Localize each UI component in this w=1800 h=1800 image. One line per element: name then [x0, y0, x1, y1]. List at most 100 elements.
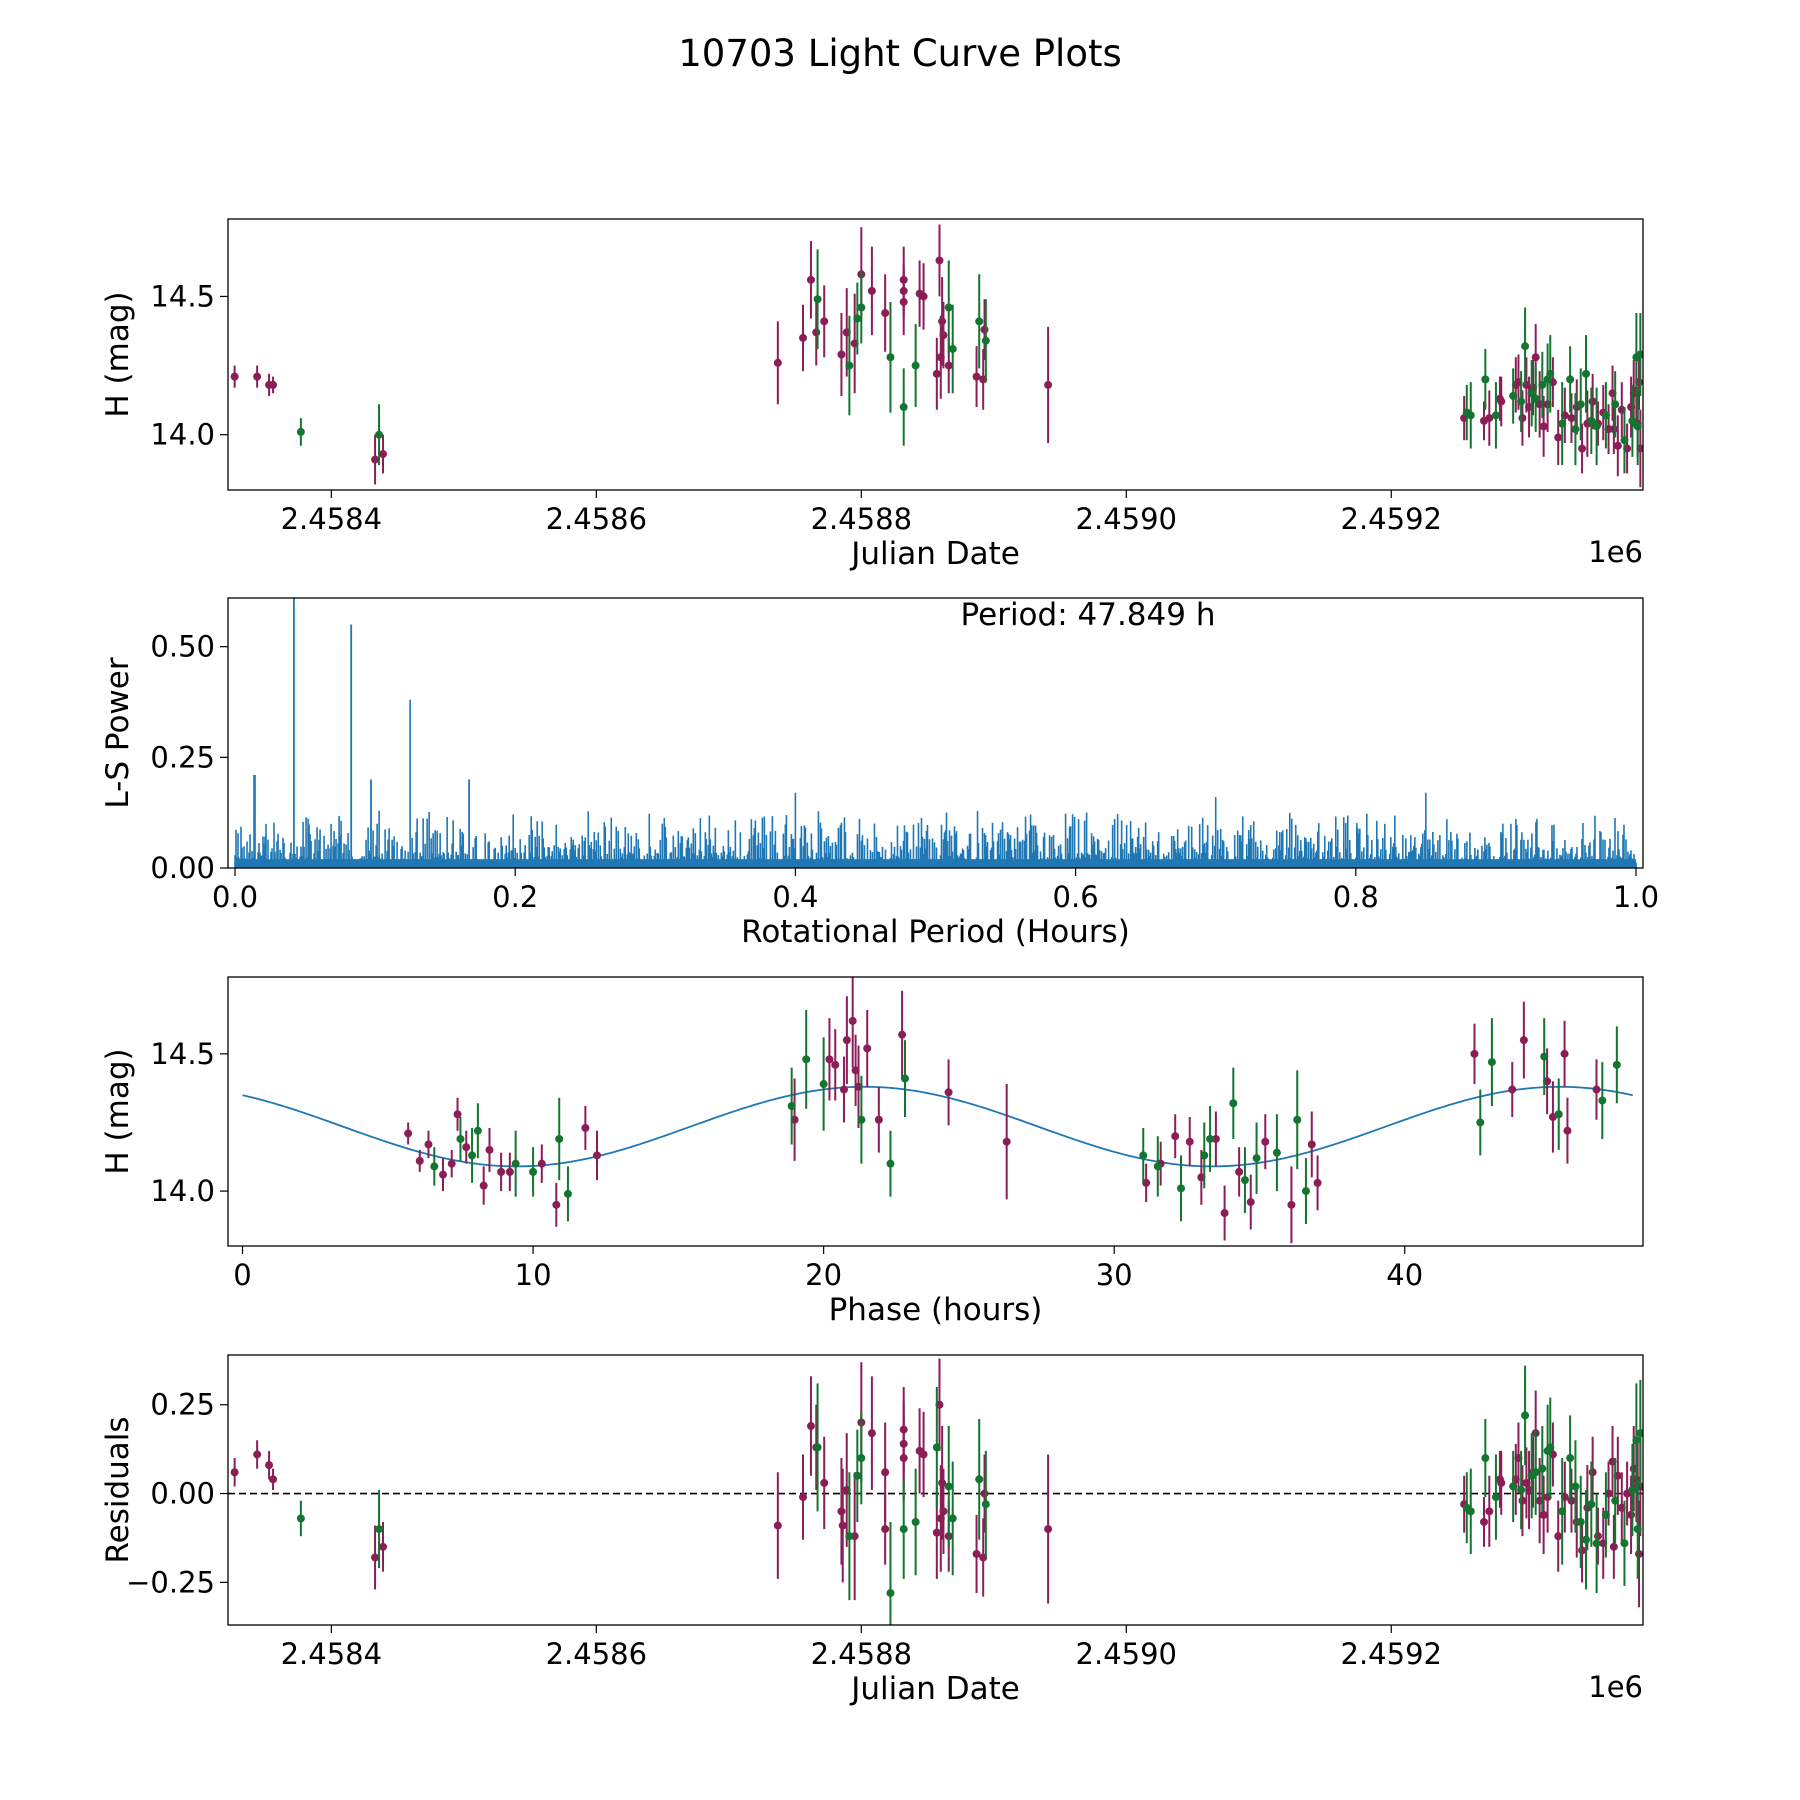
data-point	[1531, 394, 1540, 403]
data-point	[439, 1170, 448, 1179]
data-point	[899, 403, 908, 412]
data-point	[1476, 1118, 1485, 1127]
data-point	[552, 1200, 561, 1209]
data-point	[1301, 1187, 1310, 1196]
data-point	[848, 1016, 857, 1025]
data-point	[773, 358, 782, 367]
data-point	[773, 1521, 782, 1530]
data-point	[1521, 342, 1530, 351]
data-point	[1240, 1176, 1249, 1185]
data-point	[1612, 1060, 1621, 1069]
data-point	[825, 1055, 834, 1064]
data-point	[269, 1475, 278, 1484]
series-filter-green	[296, 1365, 1643, 1625]
data-point	[1598, 1096, 1607, 1105]
data-point	[230, 1468, 239, 1477]
data-point	[1576, 400, 1585, 409]
data-point	[980, 325, 989, 334]
data-point	[1261, 1137, 1270, 1146]
power-spectrum-base	[235, 859, 1636, 868]
data-point	[839, 1085, 848, 1094]
data-point	[1177, 1184, 1186, 1193]
data-point	[1307, 1140, 1316, 1149]
data-point	[1487, 1058, 1496, 1067]
data-point	[230, 372, 239, 381]
data-point	[1252, 1154, 1261, 1163]
data-point	[812, 328, 821, 337]
series-filter-magenta	[404, 977, 1601, 1244]
data-point	[1517, 397, 1526, 406]
data-point	[1566, 375, 1575, 384]
data-point	[1521, 1411, 1530, 1420]
data-point	[802, 1055, 811, 1064]
data-point	[881, 1525, 890, 1534]
data-point	[900, 1074, 909, 1083]
data-point	[837, 1507, 846, 1516]
data-point	[1632, 1436, 1641, 1445]
data-point	[296, 427, 305, 436]
data-point	[1044, 1525, 1053, 1534]
data-point	[980, 1489, 989, 1498]
x-tick-label: 2.4588	[811, 1637, 912, 1671]
data-point	[886, 1589, 895, 1598]
data-point	[456, 1134, 465, 1143]
x-tick-label: 2.4586	[546, 502, 647, 536]
data-point	[1293, 1115, 1302, 1124]
data-point	[899, 1454, 908, 1463]
data-point	[813, 295, 822, 304]
data-point	[265, 1461, 274, 1470]
y-tick-label: 14.0	[150, 418, 215, 452]
data-point	[932, 1528, 941, 1537]
data-points	[230, 1358, 1643, 1625]
data-point	[1509, 1482, 1518, 1491]
x-tick-label: 2.4586	[546, 1637, 647, 1671]
data-point	[1491, 411, 1500, 420]
x-tick-label: 0.2	[492, 880, 538, 914]
y-tick-label: 14.0	[150, 1174, 215, 1208]
data-point	[1531, 353, 1540, 362]
axes-frame	[227, 1354, 1644, 1626]
y-axis-label: H (mag)	[100, 1048, 136, 1174]
x-tick-label: 2.4592	[1341, 502, 1442, 536]
data-point	[845, 1532, 854, 1541]
data-point	[899, 1525, 908, 1534]
data-point	[935, 256, 944, 265]
data-point	[593, 1151, 602, 1160]
data-point	[863, 1044, 872, 1053]
data-point	[453, 1110, 462, 1119]
data-point	[1287, 1200, 1296, 1209]
y-tick-label: 0.00	[150, 1477, 215, 1511]
data-point	[1480, 1517, 1489, 1526]
data-point	[857, 303, 866, 312]
data-point	[1153, 1162, 1162, 1171]
data-point	[1582, 1535, 1591, 1544]
data-point	[1538, 1464, 1547, 1473]
axes-frame	[227, 597, 1644, 869]
data-point	[537, 1159, 546, 1168]
data-point	[1554, 1110, 1563, 1119]
data-point	[881, 1468, 890, 1477]
data-point	[842, 1036, 851, 1045]
data-point	[1563, 1126, 1572, 1135]
data-point	[1620, 436, 1629, 445]
figure-title: 10703 Light Curve Plots	[678, 32, 1122, 75]
data-point	[379, 1542, 388, 1551]
y-tick-label: 0.50	[150, 630, 215, 664]
data-point	[1211, 1134, 1220, 1143]
data-point	[919, 1450, 928, 1459]
data-point	[1509, 391, 1518, 400]
data-point	[899, 275, 908, 284]
x-tick-label: 0.0	[212, 880, 258, 914]
data-point	[1578, 1546, 1587, 1555]
data-point	[932, 1443, 941, 1452]
data-point	[886, 353, 895, 362]
data-point	[1518, 414, 1527, 423]
data-point	[813, 1443, 822, 1452]
data-point	[1613, 441, 1622, 450]
data-point	[404, 1129, 413, 1138]
data-point	[1470, 1049, 1479, 1058]
periodogram-panel: Period: 47.849 h 0.0 0.2 0.4 0.6 0.8 1.0 0.00 0.…	[100, 597, 1659, 950]
data-point	[1491, 1493, 1500, 1502]
data-point	[1527, 389, 1536, 398]
data-point	[845, 361, 854, 370]
